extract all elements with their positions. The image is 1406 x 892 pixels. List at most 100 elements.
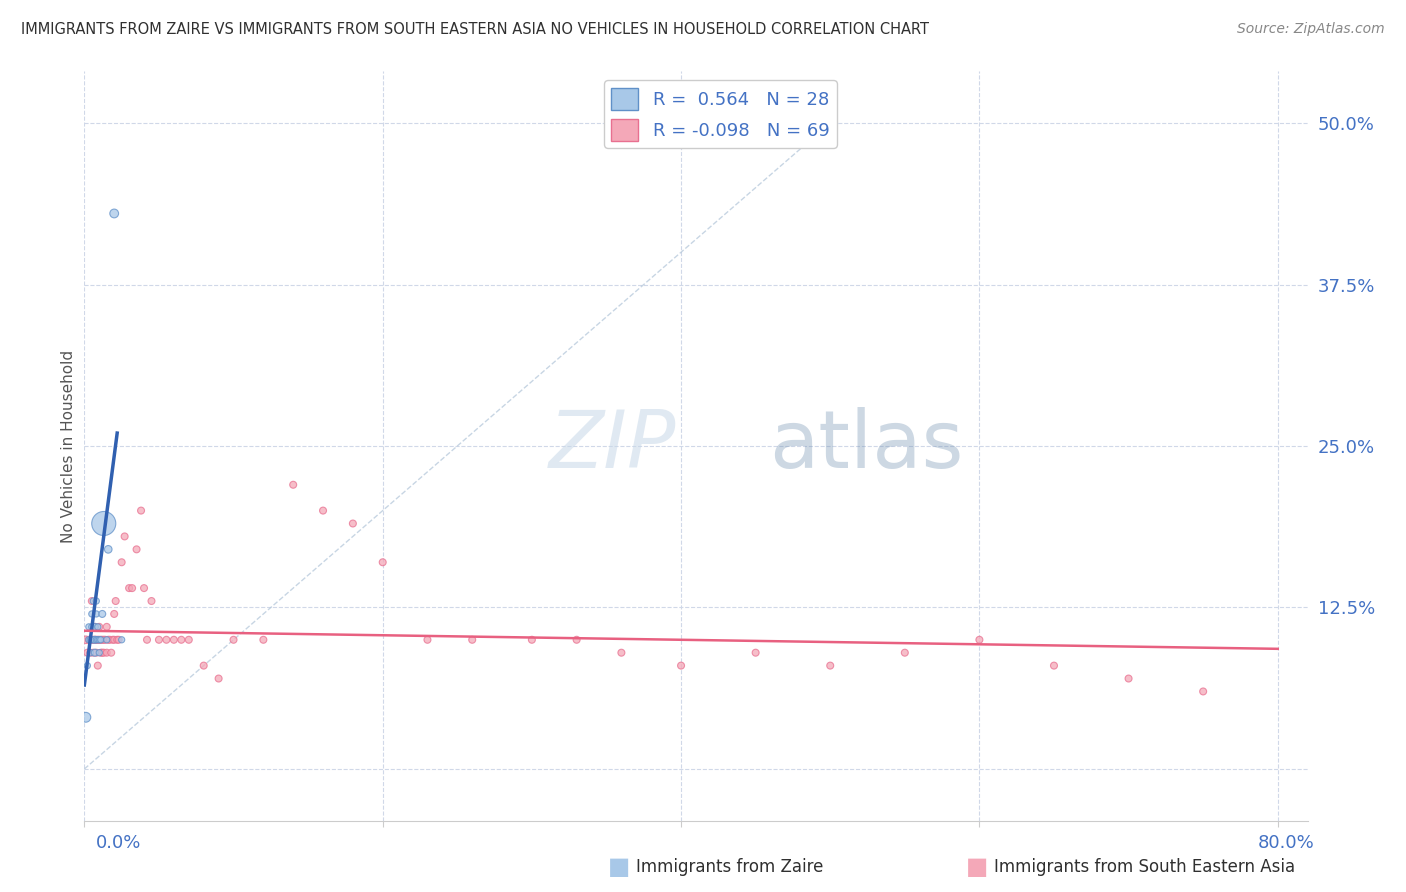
Point xyxy=(96,620,118,634)
Point xyxy=(111,632,134,647)
Point xyxy=(969,632,991,647)
Point xyxy=(75,710,97,724)
Point xyxy=(91,646,114,660)
Point xyxy=(91,607,114,621)
Point xyxy=(97,632,120,647)
Point xyxy=(84,632,107,647)
Point xyxy=(1043,658,1066,673)
Point xyxy=(342,516,364,531)
Point xyxy=(104,594,127,608)
Point xyxy=(163,632,186,647)
Text: atlas: atlas xyxy=(769,407,963,485)
Point xyxy=(114,529,136,543)
Text: IMMIGRANTS FROM ZAIRE VS IMMIGRANTS FROM SOUTH EASTERN ASIA NO VEHICLES IN HOUSE: IMMIGRANTS FROM ZAIRE VS IMMIGRANTS FROM… xyxy=(21,22,929,37)
Point xyxy=(170,632,193,647)
Point xyxy=(105,632,128,647)
Point xyxy=(93,646,115,660)
Point xyxy=(82,632,104,647)
Point xyxy=(79,632,101,647)
Point xyxy=(894,646,917,660)
Point xyxy=(371,555,394,569)
Point xyxy=(283,477,305,491)
Point xyxy=(136,632,159,647)
Point xyxy=(252,632,274,647)
Point xyxy=(87,632,110,647)
Point xyxy=(89,646,111,660)
Point xyxy=(79,646,101,660)
Point xyxy=(132,581,155,595)
Point xyxy=(141,594,163,608)
Point xyxy=(87,620,110,634)
Point xyxy=(84,632,107,647)
Point xyxy=(111,555,134,569)
Point xyxy=(77,632,100,647)
Point xyxy=(89,632,111,647)
Text: Immigrants from South Eastern Asia: Immigrants from South Eastern Asia xyxy=(994,858,1295,876)
Point xyxy=(101,632,124,647)
Point xyxy=(83,620,105,634)
Point xyxy=(80,594,103,608)
Legend: R =  0.564   N = 28, R = -0.098   N = 69: R = 0.564 N = 28, R = -0.098 N = 69 xyxy=(605,80,837,148)
Point xyxy=(82,594,104,608)
Point xyxy=(416,632,439,647)
Point xyxy=(83,632,105,647)
Point xyxy=(80,620,103,634)
Y-axis label: No Vehicles in Household: No Vehicles in Household xyxy=(60,350,76,542)
Point xyxy=(84,646,107,660)
Point xyxy=(80,607,103,621)
Point xyxy=(89,632,111,647)
Point xyxy=(87,632,110,647)
Point xyxy=(82,646,104,660)
Point xyxy=(1192,684,1215,698)
Point xyxy=(177,632,200,647)
Point xyxy=(155,632,177,647)
Point xyxy=(207,672,229,686)
Point xyxy=(75,632,97,647)
Point xyxy=(125,542,148,557)
Point xyxy=(193,658,215,673)
Point xyxy=(83,620,105,634)
Point xyxy=(76,658,98,673)
Point xyxy=(1118,672,1140,686)
Text: ZIP: ZIP xyxy=(550,407,676,485)
Point xyxy=(96,646,118,660)
Point xyxy=(103,206,125,220)
Point xyxy=(89,620,111,634)
Point xyxy=(103,607,125,621)
Point xyxy=(103,632,125,647)
Point xyxy=(76,646,98,660)
Text: Source: ZipAtlas.com: Source: ZipAtlas.com xyxy=(1237,22,1385,37)
Point xyxy=(77,632,100,647)
Point xyxy=(118,581,141,595)
Point xyxy=(80,632,103,647)
Point xyxy=(100,646,122,660)
Point xyxy=(520,632,543,647)
Point xyxy=(90,646,112,660)
Point xyxy=(84,607,107,621)
Text: 0.0%: 0.0% xyxy=(96,834,141,852)
Text: ■: ■ xyxy=(966,855,988,879)
Point xyxy=(669,658,692,673)
Point xyxy=(77,620,100,634)
Point xyxy=(93,632,115,647)
Text: Immigrants from Zaire: Immigrants from Zaire xyxy=(636,858,823,876)
Point xyxy=(565,632,588,647)
Point xyxy=(461,632,484,647)
Text: 80.0%: 80.0% xyxy=(1258,834,1315,852)
Point xyxy=(98,632,121,647)
Point xyxy=(90,632,112,647)
Point xyxy=(312,503,335,517)
Point xyxy=(121,581,143,595)
Point xyxy=(87,658,110,673)
Point xyxy=(90,632,112,647)
Point xyxy=(82,632,104,647)
Point xyxy=(222,632,245,647)
Point xyxy=(129,503,152,517)
Point xyxy=(744,646,766,660)
Point xyxy=(83,646,105,660)
Point xyxy=(610,646,633,660)
Point xyxy=(91,632,114,647)
Point xyxy=(80,632,103,647)
Point xyxy=(107,632,129,647)
Point xyxy=(94,632,117,647)
